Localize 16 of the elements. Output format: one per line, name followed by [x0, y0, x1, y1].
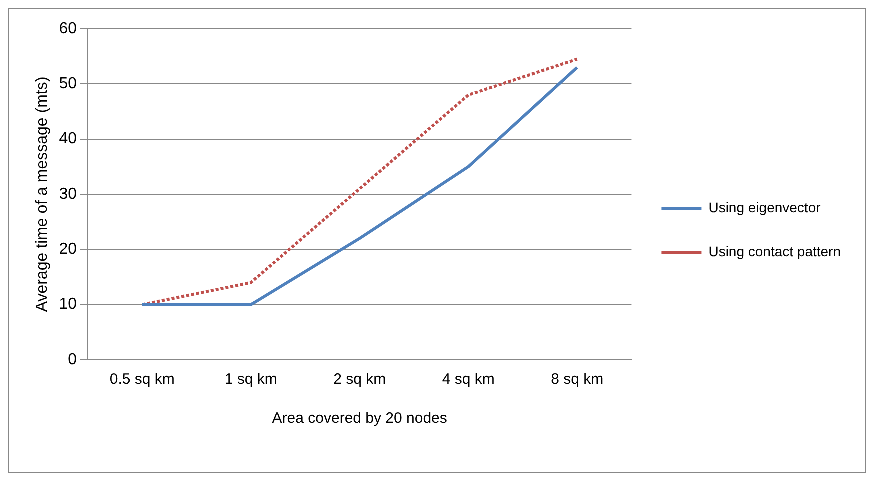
y-tick-label: 20 [59, 241, 78, 258]
x-tick-label: 2 sq km [334, 371, 386, 388]
y-tick-label: 40 [59, 130, 78, 148]
y-axis-title: Average time of a message (mts) [34, 76, 52, 312]
y-tick-label: 10 [59, 296, 78, 314]
y-tick-label: 30 [59, 186, 78, 203]
y-tick-label: 60 [59, 20, 78, 38]
x-axis-title: Area covered by 20 nodes [272, 410, 448, 428]
x-tick-label: 0.5 sq km [110, 371, 175, 388]
x-tick-label: 4 sq km [442, 371, 495, 388]
y-tick-label: 0 [68, 351, 78, 368]
legend-label: Using eigenvector [708, 199, 822, 216]
legend-label: Using contact pattern [708, 243, 841, 260]
x-tick-label: 1 sq km [224, 371, 278, 388]
y-tick-label: 50 [59, 76, 78, 93]
x-tick-label: 8 sq km [551, 371, 604, 388]
